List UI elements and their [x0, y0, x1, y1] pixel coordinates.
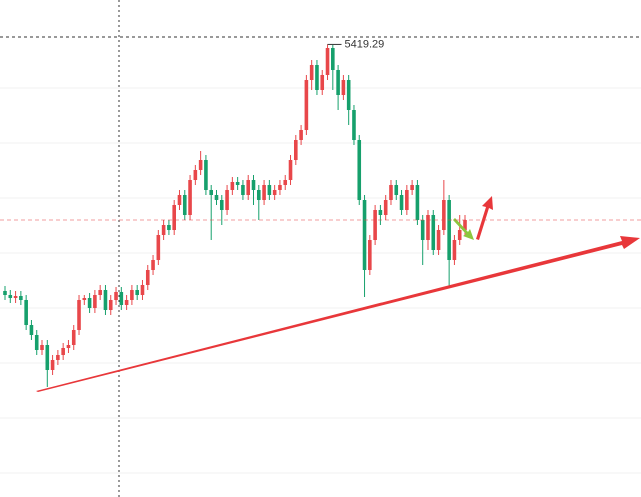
- candle-body: [108, 300, 113, 310]
- candle-body: [256, 190, 261, 200]
- candle-body: [82, 298, 87, 300]
- candle-body: [399, 195, 404, 210]
- candle-body: [24, 300, 28, 325]
- candle-body: [135, 290, 139, 295]
- candle-body: [426, 215, 430, 240]
- candle-body: [61, 348, 65, 355]
- candle-body: [145, 270, 150, 285]
- candle-body: [40, 345, 44, 350]
- candle-body: [198, 160, 203, 170]
- candle-body: [283, 180, 288, 185]
- candle-body: [193, 170, 198, 180]
- candle-body: [246, 180, 251, 195]
- candle-body: [331, 48, 335, 70]
- candle-body: [3, 291, 7, 295]
- candle-body: [383, 200, 388, 215]
- candle-body: [315, 65, 319, 90]
- candle-body: [204, 160, 208, 190]
- candle-body: [151, 260, 155, 270]
- candle-body: [209, 190, 214, 195]
- candle-body: [119, 292, 124, 305]
- candle-body: [98, 290, 102, 295]
- candle-body: [420, 220, 425, 240]
- candle-body: [114, 292, 118, 300]
- candle-body: [66, 345, 71, 348]
- candle-body: [167, 225, 171, 230]
- candle-body: [304, 80, 309, 130]
- candle-body: [325, 48, 330, 75]
- candle-body: [389, 185, 393, 200]
- candle-body: [87, 298, 92, 308]
- candle-body: [278, 185, 282, 190]
- candle-body: [267, 185, 272, 195]
- candle-body: [288, 160, 293, 180]
- candle-body: [346, 80, 351, 110]
- candle-body: [156, 235, 161, 260]
- candle-body: [13, 296, 18, 298]
- candle-body: [452, 240, 457, 260]
- candle-body: [71, 330, 76, 345]
- candle-body: [447, 200, 451, 260]
- candle-body: [394, 185, 399, 195]
- candle-body: [373, 210, 377, 240]
- candle-body: [130, 290, 134, 300]
- candle-body: [362, 200, 367, 270]
- candle-body: [50, 360, 55, 370]
- max-label: 5419.29: [345, 38, 385, 50]
- candle-body: [93, 295, 97, 308]
- up-arrow: [476, 196, 493, 240]
- candle-body: [214, 195, 219, 200]
- candle-body: [124, 300, 129, 305]
- candle-body: [272, 190, 277, 195]
- candle-body: [436, 230, 441, 250]
- candle-body: [341, 80, 346, 95]
- candle-body: [368, 240, 372, 270]
- candle-body: [357, 140, 362, 200]
- candle-body: [140, 285, 145, 295]
- candle-body: [225, 190, 229, 210]
- candles: [3, 44, 467, 387]
- candle-body: [8, 295, 13, 298]
- candle-body: [219, 200, 224, 210]
- candle-body: [309, 65, 314, 80]
- candle-body: [56, 355, 60, 360]
- candle-body: [299, 130, 303, 140]
- candle-body: [188, 180, 192, 215]
- trend-arrow: [36, 236, 640, 392]
- candle-body: [45, 345, 50, 370]
- candle-body: [182, 195, 187, 215]
- candle-body: [378, 210, 383, 215]
- candle-body: [77, 300, 81, 330]
- candle-body: [352, 110, 356, 140]
- candle-body: [262, 185, 266, 200]
- candle-body: [405, 190, 409, 210]
- candle-body: [410, 185, 414, 190]
- candle-body: [103, 290, 108, 310]
- candle-body: [177, 195, 182, 205]
- candle-body: [294, 140, 298, 160]
- candle-body: [235, 182, 240, 185]
- candle-body: [161, 225, 166, 235]
- candle-body: [431, 215, 436, 250]
- candle-body: [415, 185, 420, 220]
- candle-body: [230, 182, 235, 190]
- candle-body: [29, 325, 34, 335]
- candle-body: [336, 70, 340, 95]
- background-grid: [0, 87, 641, 474]
- candle-body: [442, 200, 446, 230]
- candle-body: [241, 185, 245, 195]
- candle-body: [34, 335, 39, 350]
- candle-body: [457, 230, 462, 240]
- candle-body: [463, 220, 467, 230]
- candle-body: [251, 180, 256, 190]
- down-arrow: [453, 218, 474, 240]
- candle-body: [320, 75, 325, 90]
- candle-body: [19, 296, 23, 300]
- candle-body: [172, 205, 176, 230]
